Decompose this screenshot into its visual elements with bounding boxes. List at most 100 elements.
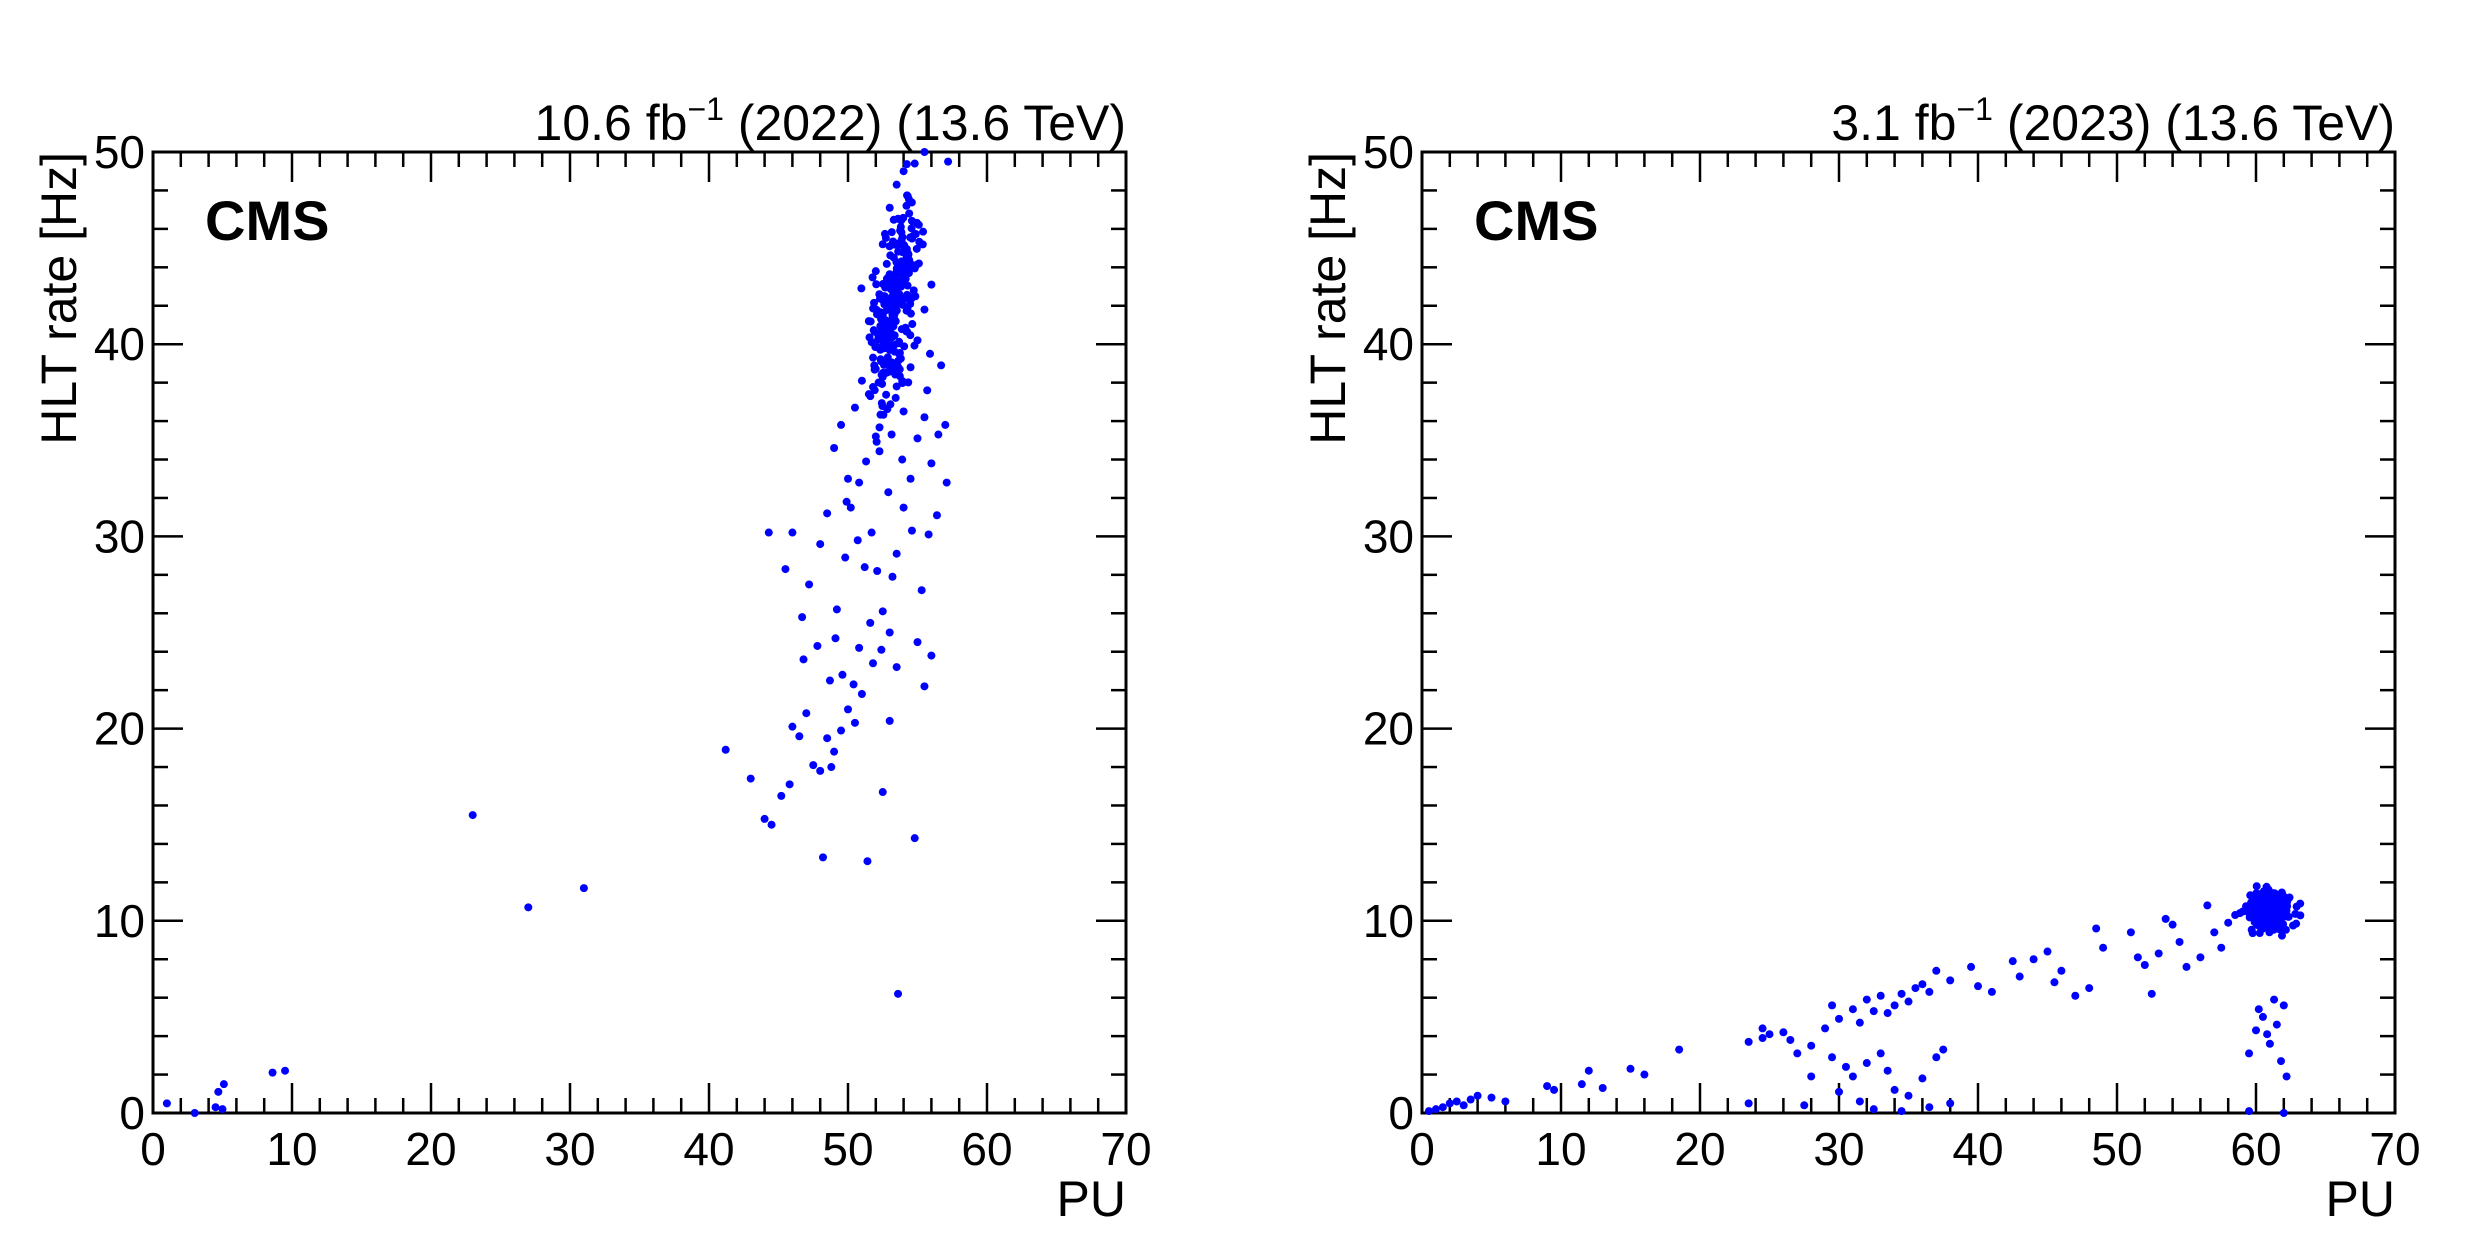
data-point (1925, 987, 1934, 996)
data-point (877, 357, 886, 366)
data-point (805, 580, 814, 589)
header-label: 10.6 fb−1 (2022) (13.6 TeV) (535, 91, 1126, 151)
data-point (1577, 1080, 1586, 1089)
data-point (1675, 1045, 1684, 1054)
data-point (837, 420, 846, 429)
data-point (1445, 1099, 1454, 1108)
data-point (906, 309, 915, 318)
data-point (869, 659, 878, 668)
data-point (1744, 1037, 1753, 1046)
data-point (877, 645, 886, 654)
data-point (832, 605, 841, 614)
panel-2023: 3.1 fb−1 (2023) (13.6 TeV) CMS PU HLT ra… (1300, 91, 2421, 1227)
data-point (918, 240, 927, 249)
data-point (874, 378, 883, 387)
data-point (905, 209, 914, 218)
header-lumi: 3.1 fb (1831, 95, 1956, 151)
data-point (579, 884, 588, 893)
data-point (920, 682, 929, 691)
data-point (904, 378, 913, 387)
data-point (2270, 901, 2279, 910)
data-point (2279, 1001, 2288, 1010)
data-point (907, 526, 916, 535)
data-point (912, 244, 921, 253)
data-point (877, 399, 886, 408)
data-point (876, 312, 885, 321)
data-point (846, 503, 855, 512)
data-point (2154, 949, 2163, 958)
x-tick-label: 60 (2230, 1123, 2281, 1175)
data-point (1466, 1095, 1475, 1104)
data-point (927, 280, 936, 289)
data-point (857, 690, 866, 699)
data-point (942, 478, 951, 487)
data-point (1911, 984, 1920, 993)
data-point (884, 488, 893, 497)
data-point (919, 227, 928, 236)
data-point (902, 201, 911, 210)
x-tick-label: 10 (266, 1123, 317, 1175)
data-point (2247, 925, 2256, 934)
data-point (816, 766, 825, 775)
data-point (837, 726, 846, 735)
data-point (907, 224, 916, 233)
data-point (927, 651, 936, 660)
header-label: 3.1 fb−1 (2023) (13.6 TeV) (1831, 91, 2395, 151)
data-point (2252, 882, 2261, 891)
data-point (899, 167, 908, 176)
data-point (831, 634, 840, 643)
data-point (468, 811, 477, 820)
data-point (802, 709, 811, 718)
data-point (2272, 1020, 2281, 1029)
plot-area (1420, 150, 2397, 1115)
data-point (2224, 918, 2233, 927)
data-point (2085, 984, 2094, 993)
data-point (881, 339, 890, 348)
plot-area (151, 150, 1128, 1115)
x-tick-label: 40 (683, 1123, 734, 1175)
data-point (873, 566, 882, 575)
data-point (878, 607, 887, 616)
data-point (190, 1109, 199, 1117)
data-point (2175, 937, 2184, 946)
data-point (899, 503, 908, 512)
data-point (898, 455, 907, 464)
data-point (855, 643, 864, 652)
data-point (1800, 1101, 1809, 1110)
data-point (2203, 901, 2212, 910)
data-point (897, 282, 906, 291)
plot-frame (1420, 150, 2397, 1117)
y-tick-label: 0 (1388, 1087, 1414, 1139)
data-point (2008, 957, 2017, 966)
data-point (911, 230, 920, 239)
data-point (883, 405, 892, 414)
data-point (1869, 1007, 1878, 1016)
data-point (870, 327, 879, 336)
data-point (767, 820, 776, 829)
y-tick-label: 10 (1363, 895, 1414, 947)
y-tick-label: 20 (1363, 703, 1414, 755)
data-point (2252, 1026, 2260, 1035)
data-point (850, 718, 859, 727)
data-point (904, 293, 913, 302)
data-point (823, 734, 832, 743)
data-point (896, 260, 905, 269)
y-tick-label: 40 (94, 318, 145, 370)
data-point (788, 722, 797, 731)
data-point (2265, 1039, 2274, 1048)
data-point (1487, 1093, 1496, 1102)
data-point (2296, 911, 2305, 920)
data-point (2238, 907, 2247, 916)
data-point (2071, 991, 2080, 1000)
data-point (1758, 1024, 1767, 1033)
data-point (809, 761, 818, 770)
data-point (910, 341, 919, 350)
data-point (890, 298, 899, 307)
data-point (2292, 919, 2301, 928)
data-point (900, 241, 909, 250)
data-point (866, 392, 875, 401)
data-point (894, 356, 903, 365)
data-point (830, 747, 839, 756)
data-point (868, 273, 877, 282)
data-point (1876, 991, 1885, 1000)
